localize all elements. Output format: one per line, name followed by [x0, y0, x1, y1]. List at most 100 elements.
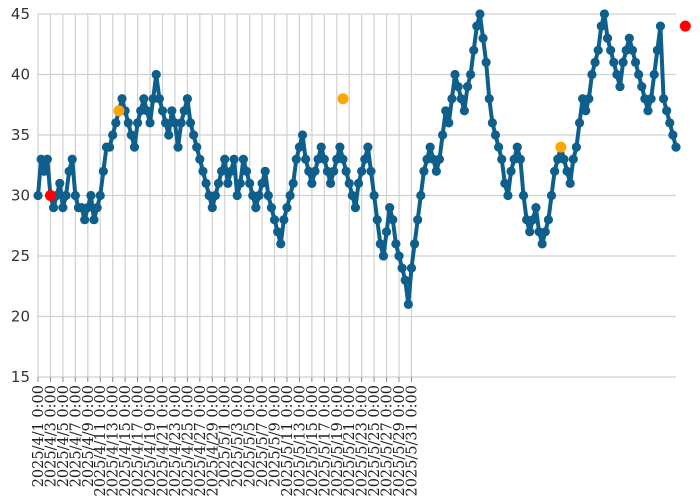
data-point [210, 190, 220, 201]
data-point [282, 203, 292, 213]
x-tick-label: 2025/4/1 0:00 [31, 385, 47, 487]
data-point [503, 190, 513, 201]
data-point [391, 239, 401, 249]
x-tick-label: 2025/5/1 0:00 [218, 385, 234, 487]
data-point [257, 178, 267, 188]
data-point [652, 45, 662, 55]
data-point [372, 215, 382, 225]
data-point [378, 251, 389, 261]
data-point [157, 106, 168, 116]
data-point [207, 203, 217, 213]
x-tick-label: 2025/4/11 0:00 [93, 385, 109, 497]
data-point [413, 215, 423, 225]
data-point [500, 178, 510, 188]
data-point [145, 118, 155, 128]
data-point [232, 190, 242, 201]
data-point [584, 94, 594, 104]
data-point [437, 130, 448, 140]
x-tick-label: 2025/4/25 0:00 [180, 385, 196, 497]
data-point [86, 190, 96, 201]
data-point [129, 142, 140, 152]
data-point [61, 190, 71, 201]
data-point [357, 166, 367, 176]
data-point [154, 94, 164, 104]
x-tick-label: 2025/4/21 0:00 [155, 385, 171, 497]
data-point [606, 45, 616, 55]
x-tick-label: 2025/5/9 0:00 [268, 385, 284, 487]
data-point [465, 69, 476, 80]
data-point [518, 190, 529, 201]
data-point [83, 203, 93, 213]
data-point [406, 263, 417, 273]
data-point [665, 118, 675, 128]
data-point [55, 178, 65, 188]
min-marker [44, 190, 56, 201]
data-point [254, 190, 264, 201]
data-point [92, 203, 102, 213]
data-point [185, 118, 196, 128]
data-point [531, 203, 541, 213]
data-point [307, 178, 317, 188]
data-point [456, 94, 466, 104]
data-point [301, 154, 311, 164]
x-tick-label: 2025/5/19 0:00 [330, 385, 346, 497]
data-point [658, 94, 669, 104]
data-point [126, 130, 136, 140]
data-point [48, 203, 59, 213]
data-point [360, 154, 370, 164]
data-point [338, 154, 348, 164]
x-tick-label: 2025/4/9 0:00 [81, 385, 97, 487]
data-point [403, 299, 413, 309]
x-tick-label: 2025/5/23 0:00 [355, 385, 371, 497]
data-point [201, 178, 211, 188]
data-point [363, 142, 373, 152]
data-point [525, 227, 535, 237]
data-point [596, 21, 606, 31]
data-point [494, 142, 504, 152]
data-point [139, 94, 149, 104]
data-point [195, 154, 205, 164]
data-point [353, 178, 364, 188]
data-point [506, 166, 516, 176]
data-point [80, 215, 90, 225]
data-point [64, 166, 74, 176]
data-point [459, 106, 469, 116]
data-point [95, 190, 105, 201]
y-tick-label: 35 [11, 126, 30, 144]
data-point [599, 9, 610, 19]
x-tick-label: 2025/4/23 0:00 [168, 385, 184, 497]
data-point [512, 142, 522, 152]
data-point [593, 45, 603, 55]
data-point [450, 69, 460, 80]
data-point [540, 227, 550, 237]
x-tick-label: 2025/4/13 0:00 [106, 385, 122, 497]
data-point [260, 166, 270, 176]
data-point [453, 82, 463, 92]
data-point [245, 178, 255, 188]
data-point [167, 106, 177, 116]
data-point [568, 154, 578, 164]
x-tick-label: 2025/5/3 0:00 [230, 385, 246, 487]
x-tick-label: 2025/4/29 0:00 [205, 385, 221, 497]
data-point [397, 263, 407, 273]
y-tick-label: 30 [11, 187, 30, 205]
data-point [497, 154, 507, 164]
highlight-marker [113, 105, 125, 117]
data-point [590, 57, 600, 67]
data-point [70, 190, 80, 201]
data-point [671, 142, 681, 152]
data-point [559, 154, 569, 164]
data-point [447, 94, 457, 104]
data-point [444, 118, 454, 128]
data-point [241, 166, 252, 176]
data-point [273, 227, 283, 237]
data-point [189, 130, 199, 140]
data-point [316, 142, 326, 152]
data-point [481, 57, 491, 67]
data-point [649, 69, 659, 80]
data-point [89, 215, 99, 225]
data-point [341, 166, 351, 176]
data-point [123, 118, 133, 128]
data-point [111, 118, 121, 128]
